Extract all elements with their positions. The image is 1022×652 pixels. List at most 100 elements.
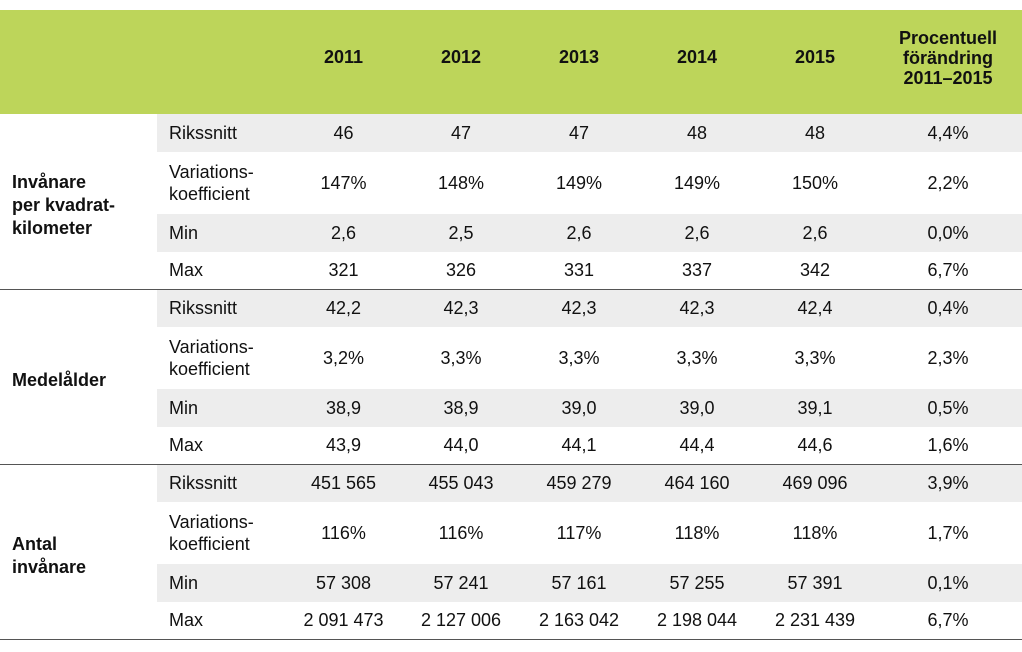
value-cell: 2 163 042: [520, 602, 638, 640]
value-cell: 2,6: [638, 214, 756, 252]
value-cell: 46: [285, 114, 402, 152]
value-cell: 48: [756, 114, 874, 152]
change-header-line: Procentuell: [898, 28, 998, 48]
row-label-line: Min: [169, 223, 199, 243]
row-label-line: Max: [169, 610, 204, 631]
value-cell: 44,0: [402, 427, 520, 465]
group-title-line: per kvadrat-: [12, 194, 116, 215]
row-label-line: Variations-: [169, 162, 254, 182]
row-label: Rikssnitt: [157, 289, 285, 327]
change-cell: 2,3%: [927, 347, 969, 368]
change-cell: 3,9%: [874, 464, 1022, 502]
change-cell: 0,5%: [874, 389, 1022, 427]
value-cell: 48: [638, 114, 756, 152]
row-label-line: Rikssnitt: [169, 123, 238, 143]
value-cell: 42,3: [402, 289, 520, 327]
value-cell: 47: [402, 114, 520, 152]
value-cell: 2,5: [402, 214, 520, 252]
value-cell: 2 127 006: [402, 602, 520, 640]
group-title-line: Antal: [12, 533, 57, 554]
value-cell: 469 096: [756, 464, 874, 502]
table-group: Antal invånare Rikssnitt 451 565 455 043 459 …: [0, 464, 1022, 640]
min-row: Min 57 308 57 241 57 161 57 255 57 391 0,1%: [0, 564, 1022, 602]
max-row: Max 43,9 44,0 44,1 44,4 44,6 1,6%: [0, 427, 1022, 465]
value-cell: 117%: [556, 522, 602, 543]
change-cell: 6,7%: [874, 602, 1022, 640]
variation-row: Variations-koefficient 116% 116% 117% 118% 11…: [0, 502, 1022, 564]
row-label-line: Variations-: [169, 337, 254, 357]
year-header-2011: 2011: [323, 46, 364, 67]
value-cell: 3,3%: [440, 347, 482, 368]
row-label-line: koefficient: [169, 184, 250, 204]
table-group: Medelålder Rikssnitt 42,2 42,3 42,3 42,3 42,4 0…: [0, 289, 1022, 465]
value-cell: 2,6: [756, 214, 874, 252]
value-cell: 57 255: [638, 564, 756, 602]
rikssnitt-row: Medelålder Rikssnitt 42,2 42,3 42,3 42,3 42,4 0…: [0, 289, 1022, 465]
value-cell: 3,3%: [676, 347, 718, 368]
change-header: Procentuell förändring 2011–2015: [874, 10, 1022, 114]
value-cell: 2,6: [285, 214, 402, 252]
value-cell: 42,3: [520, 289, 638, 327]
value-cell: 3,3%: [558, 347, 600, 368]
row-label: Max: [157, 252, 285, 290]
value-cell: 149%: [673, 172, 721, 193]
value-cell: 331: [520, 252, 638, 290]
group-title-line: Medelålder: [12, 370, 107, 390]
value-cell: 44,6: [756, 427, 874, 465]
rikssnitt-row: Antal invånare Rikssnitt 451 565 455 043 459 …: [0, 464, 1022, 640]
value-cell: 149%: [555, 172, 603, 193]
change-cell: 4,4%: [874, 114, 1022, 152]
min-row: Min 2,6 2,5 2,6 2,6 2,6 0,0%: [0, 214, 1022, 252]
value-cell: 116%: [438, 522, 484, 543]
group-title: Invånare per kvadrat-kilometer: [0, 114, 157, 290]
value-cell: 42,4: [756, 289, 874, 327]
value-cell: 2,6: [520, 214, 638, 252]
value-cell: 57 161: [520, 564, 638, 602]
year-header-2013: 2013: [558, 46, 600, 67]
value-cell: 337: [638, 252, 756, 290]
group-title-line: kilometer: [12, 217, 93, 238]
variation-row: Variations-koefficient 3,2% 3,3% 3,3% 3,3% 3,…: [0, 327, 1022, 389]
row-label: Variations-koefficient: [157, 327, 285, 389]
row-label: Min: [157, 214, 285, 252]
change-cell: 0,4%: [874, 289, 1022, 327]
change-header-line: förändring: [903, 48, 993, 68]
row-label-line: koefficient: [169, 359, 250, 379]
group-title-line: Invånare: [12, 171, 87, 192]
row-label: Min: [157, 389, 285, 427]
min-row: Min 38,9 38,9 39,0 39,0 39,1 0,5%: [0, 389, 1022, 427]
row-label-line: Min: [169, 573, 199, 593]
value-cell: 118%: [674, 522, 720, 543]
change-cell: 1,6%: [874, 427, 1022, 465]
variation-row: Variations-koefficient 147% 148% 149% 149% 15…: [0, 152, 1022, 214]
value-cell: 44,4: [638, 427, 756, 465]
change-cell: 0,1%: [874, 564, 1022, 602]
value-cell: 147%: [320, 172, 367, 193]
value-cell: 321: [285, 252, 402, 290]
row-label-line: Variations-: [169, 512, 254, 532]
row-label-line: Rikssnitt: [169, 298, 238, 319]
row-label-line: Min: [169, 398, 199, 418]
value-cell: 342: [756, 252, 874, 290]
row-label: Variations-koefficient: [157, 502, 285, 564]
row-label: Variations-koefficient: [157, 152, 285, 214]
change-cell: 2,2%: [927, 172, 969, 193]
value-cell: 39,0: [638, 389, 756, 427]
statistics-table: 2011 2012 2013 2014 2015 Procentuell för…: [0, 10, 1022, 640]
change-header-line: 2011–2015: [903, 68, 993, 88]
value-cell: 464 160: [638, 464, 756, 502]
rikssnitt-row: Invånare per kvadrat-kilometer Rikssnitt 46…: [0, 114, 1022, 290]
value-cell: 148%: [437, 172, 485, 193]
value-cell: 455 043: [402, 464, 520, 502]
value-cell: 38,9: [285, 389, 402, 427]
table-group: Invånare per kvadrat-kilometer Rikssnitt 46…: [0, 114, 1022, 290]
row-label: Rikssnitt: [157, 464, 285, 502]
max-row: Max 321 326 331 337 342 6,7%: [0, 252, 1022, 290]
value-cell: 57 308: [285, 564, 402, 602]
value-cell: 42,2: [285, 289, 402, 327]
row-label-line: Rikssnitt: [169, 473, 238, 494]
header-row: 2011 2012 2013 2014 2015 Procentuell för…: [0, 10, 1022, 114]
row-label-line: Max: [169, 435, 204, 456]
value-cell: 2 198 044: [638, 602, 756, 640]
value-cell: 150%: [791, 172, 839, 193]
